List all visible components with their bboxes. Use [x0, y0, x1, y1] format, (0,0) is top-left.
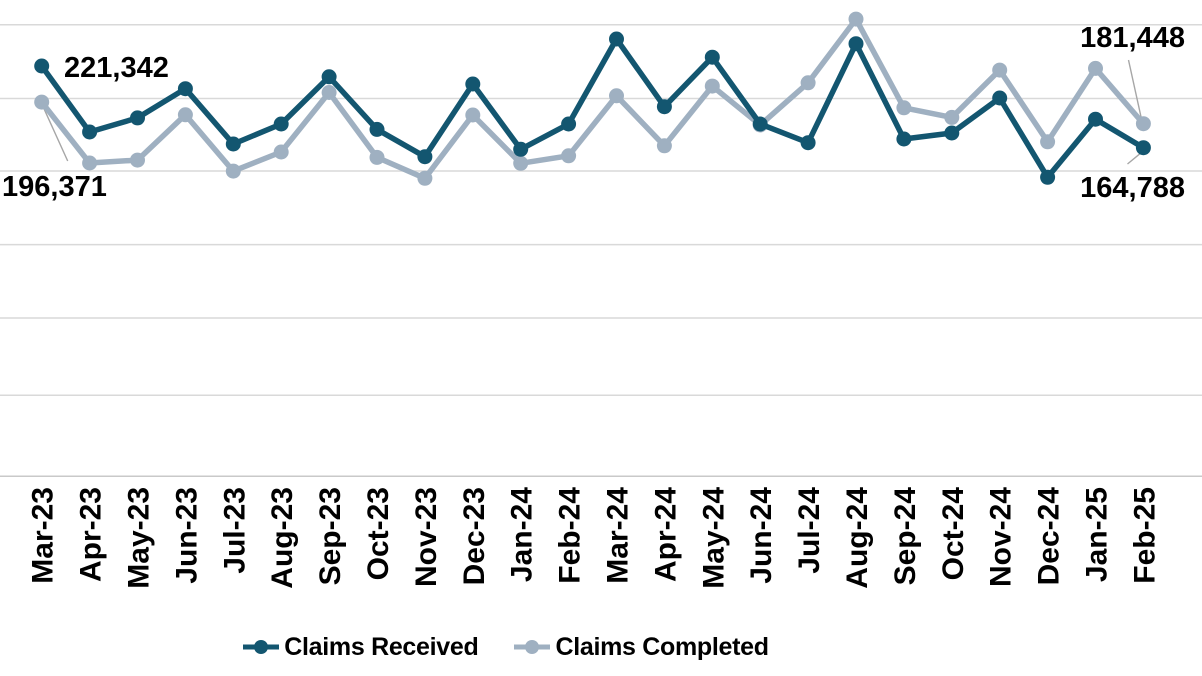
data-point-claims-completed — [513, 155, 529, 171]
legend: Claims Received Claims Completed — [0, 629, 1010, 665]
x-axis-label: Nov-24 — [985, 487, 1018, 587]
data-point-claims-received — [225, 136, 241, 152]
data-point-claims-completed — [656, 138, 672, 154]
data-point-claims-completed — [1088, 60, 1103, 76]
data-point-claims-received — [561, 116, 577, 132]
x-axis-label: Mar-23 — [27, 487, 60, 584]
data-point-claims-received — [609, 31, 624, 47]
data-point-claims-received — [34, 58, 50, 74]
data-point-claims-received — [656, 99, 672, 115]
x-axis-label: Jun-24 — [745, 487, 778, 584]
data-point-claims-completed — [417, 170, 433, 186]
data-point-claims-completed — [1135, 116, 1151, 132]
data-point-claims-completed — [82, 155, 98, 171]
x-axis-label: Aug-23 — [266, 487, 299, 589]
legend-label-claims-received: Claims Received — [284, 632, 479, 661]
data-point-claims-completed — [177, 107, 193, 123]
series-line-claims-completed — [38, 16, 1147, 182]
x-axis-label: Jan-25 — [1081, 487, 1114, 582]
data-label-claims-received-mar23: 221,342 — [64, 52, 169, 84]
x-axis-label: Dec-23 — [458, 487, 491, 585]
data-label-claims-completed-feb25: 181,448 — [1080, 22, 1185, 54]
data-point-claims-received — [704, 49, 720, 65]
data-point-claims-completed — [321, 85, 337, 100]
data-point-claims-received — [465, 76, 481, 92]
x-axis-label: Nov-23 — [410, 487, 443, 587]
data-point-claims-completed — [944, 109, 960, 125]
data-point-claims-completed — [848, 11, 864, 27]
x-axis-label: Jul-23 — [218, 487, 251, 574]
data-point-claims-received — [417, 149, 433, 165]
data-point-claims-completed — [1040, 134, 1056, 150]
data-point-claims-completed — [561, 148, 577, 164]
data-point-claims-received — [273, 116, 289, 132]
data-point-claims-completed — [34, 94, 50, 110]
data-point-claims-completed — [130, 152, 145, 168]
x-axis-label: Aug-24 — [841, 487, 874, 589]
x-axis-label: Oct-24 — [937, 487, 970, 581]
data-point-claims-completed — [225, 163, 241, 179]
legend-item-claims-completed[interactable]: Claims Completed — [512, 632, 769, 661]
data-point-claims-received — [321, 69, 337, 85]
callout-leader-line — [43, 107, 69, 162]
data-point-claims-received — [1135, 140, 1151, 156]
x-axis-label: Feb-25 — [1128, 487, 1161, 584]
data-point-claims-received — [369, 121, 385, 137]
data-point-claims-completed — [273, 144, 289, 160]
data-point-claims-received — [82, 124, 98, 140]
x-axis-label: Dec-24 — [1033, 487, 1066, 586]
data-point-claims-received — [513, 141, 529, 157]
data-point-claims-received — [848, 36, 864, 52]
x-axis-label: Jan-24 — [506, 487, 539, 582]
data-point-claims-completed — [704, 78, 720, 94]
x-axis-label: Sep-23 — [314, 487, 347, 585]
callout-leader-line — [1127, 59, 1143, 119]
data-point-claims-received — [800, 135, 816, 151]
data-point-claims-completed — [800, 75, 816, 91]
data-point-claims-received — [177, 81, 193, 97]
legend-label-claims-completed: Claims Completed — [555, 632, 769, 661]
data-label-claims-completed-mar23: 196,371 — [2, 171, 107, 203]
x-axis-label: May-24 — [697, 487, 730, 589]
series-line-claims-received — [38, 36, 1147, 181]
x-axis-label: May-23 — [123, 487, 156, 589]
claims-received-marker-icon — [243, 640, 280, 654]
data-label-claims-received-feb25: 164,788 — [1080, 172, 1185, 204]
data-point-claims-received — [944, 125, 960, 141]
x-axis-label: Feb-24 — [554, 487, 587, 584]
data-point-claims-received — [992, 90, 1008, 106]
x-axis-label: Jun-23 — [170, 487, 203, 584]
data-point-claims-completed — [609, 88, 624, 104]
data-point-claims-received — [130, 110, 145, 126]
x-axis-label: Jul-24 — [793, 487, 826, 574]
data-point-claims-completed — [465, 107, 481, 123]
data-point-claims-received — [752, 116, 768, 132]
claims-completed-marker-icon — [514, 640, 551, 654]
legend-item-claims-received[interactable]: Claims Received — [241, 632, 479, 661]
x-axis-label: Sep-24 — [889, 487, 922, 586]
data-point-claims-received — [1088, 111, 1103, 127]
x-axis-label: Oct-23 — [362, 487, 395, 580]
x-axis-label: Mar-24 — [602, 487, 635, 584]
data-point-claims-received — [1040, 169, 1056, 185]
data-point-claims-completed — [992, 62, 1008, 78]
x-axis-label: Apr-23 — [75, 487, 108, 582]
x-axis-label: Apr-24 — [649, 487, 682, 582]
data-point-claims-completed — [369, 149, 385, 165]
data-point-claims-received — [896, 131, 912, 147]
data-point-claims-completed — [896, 100, 912, 116]
